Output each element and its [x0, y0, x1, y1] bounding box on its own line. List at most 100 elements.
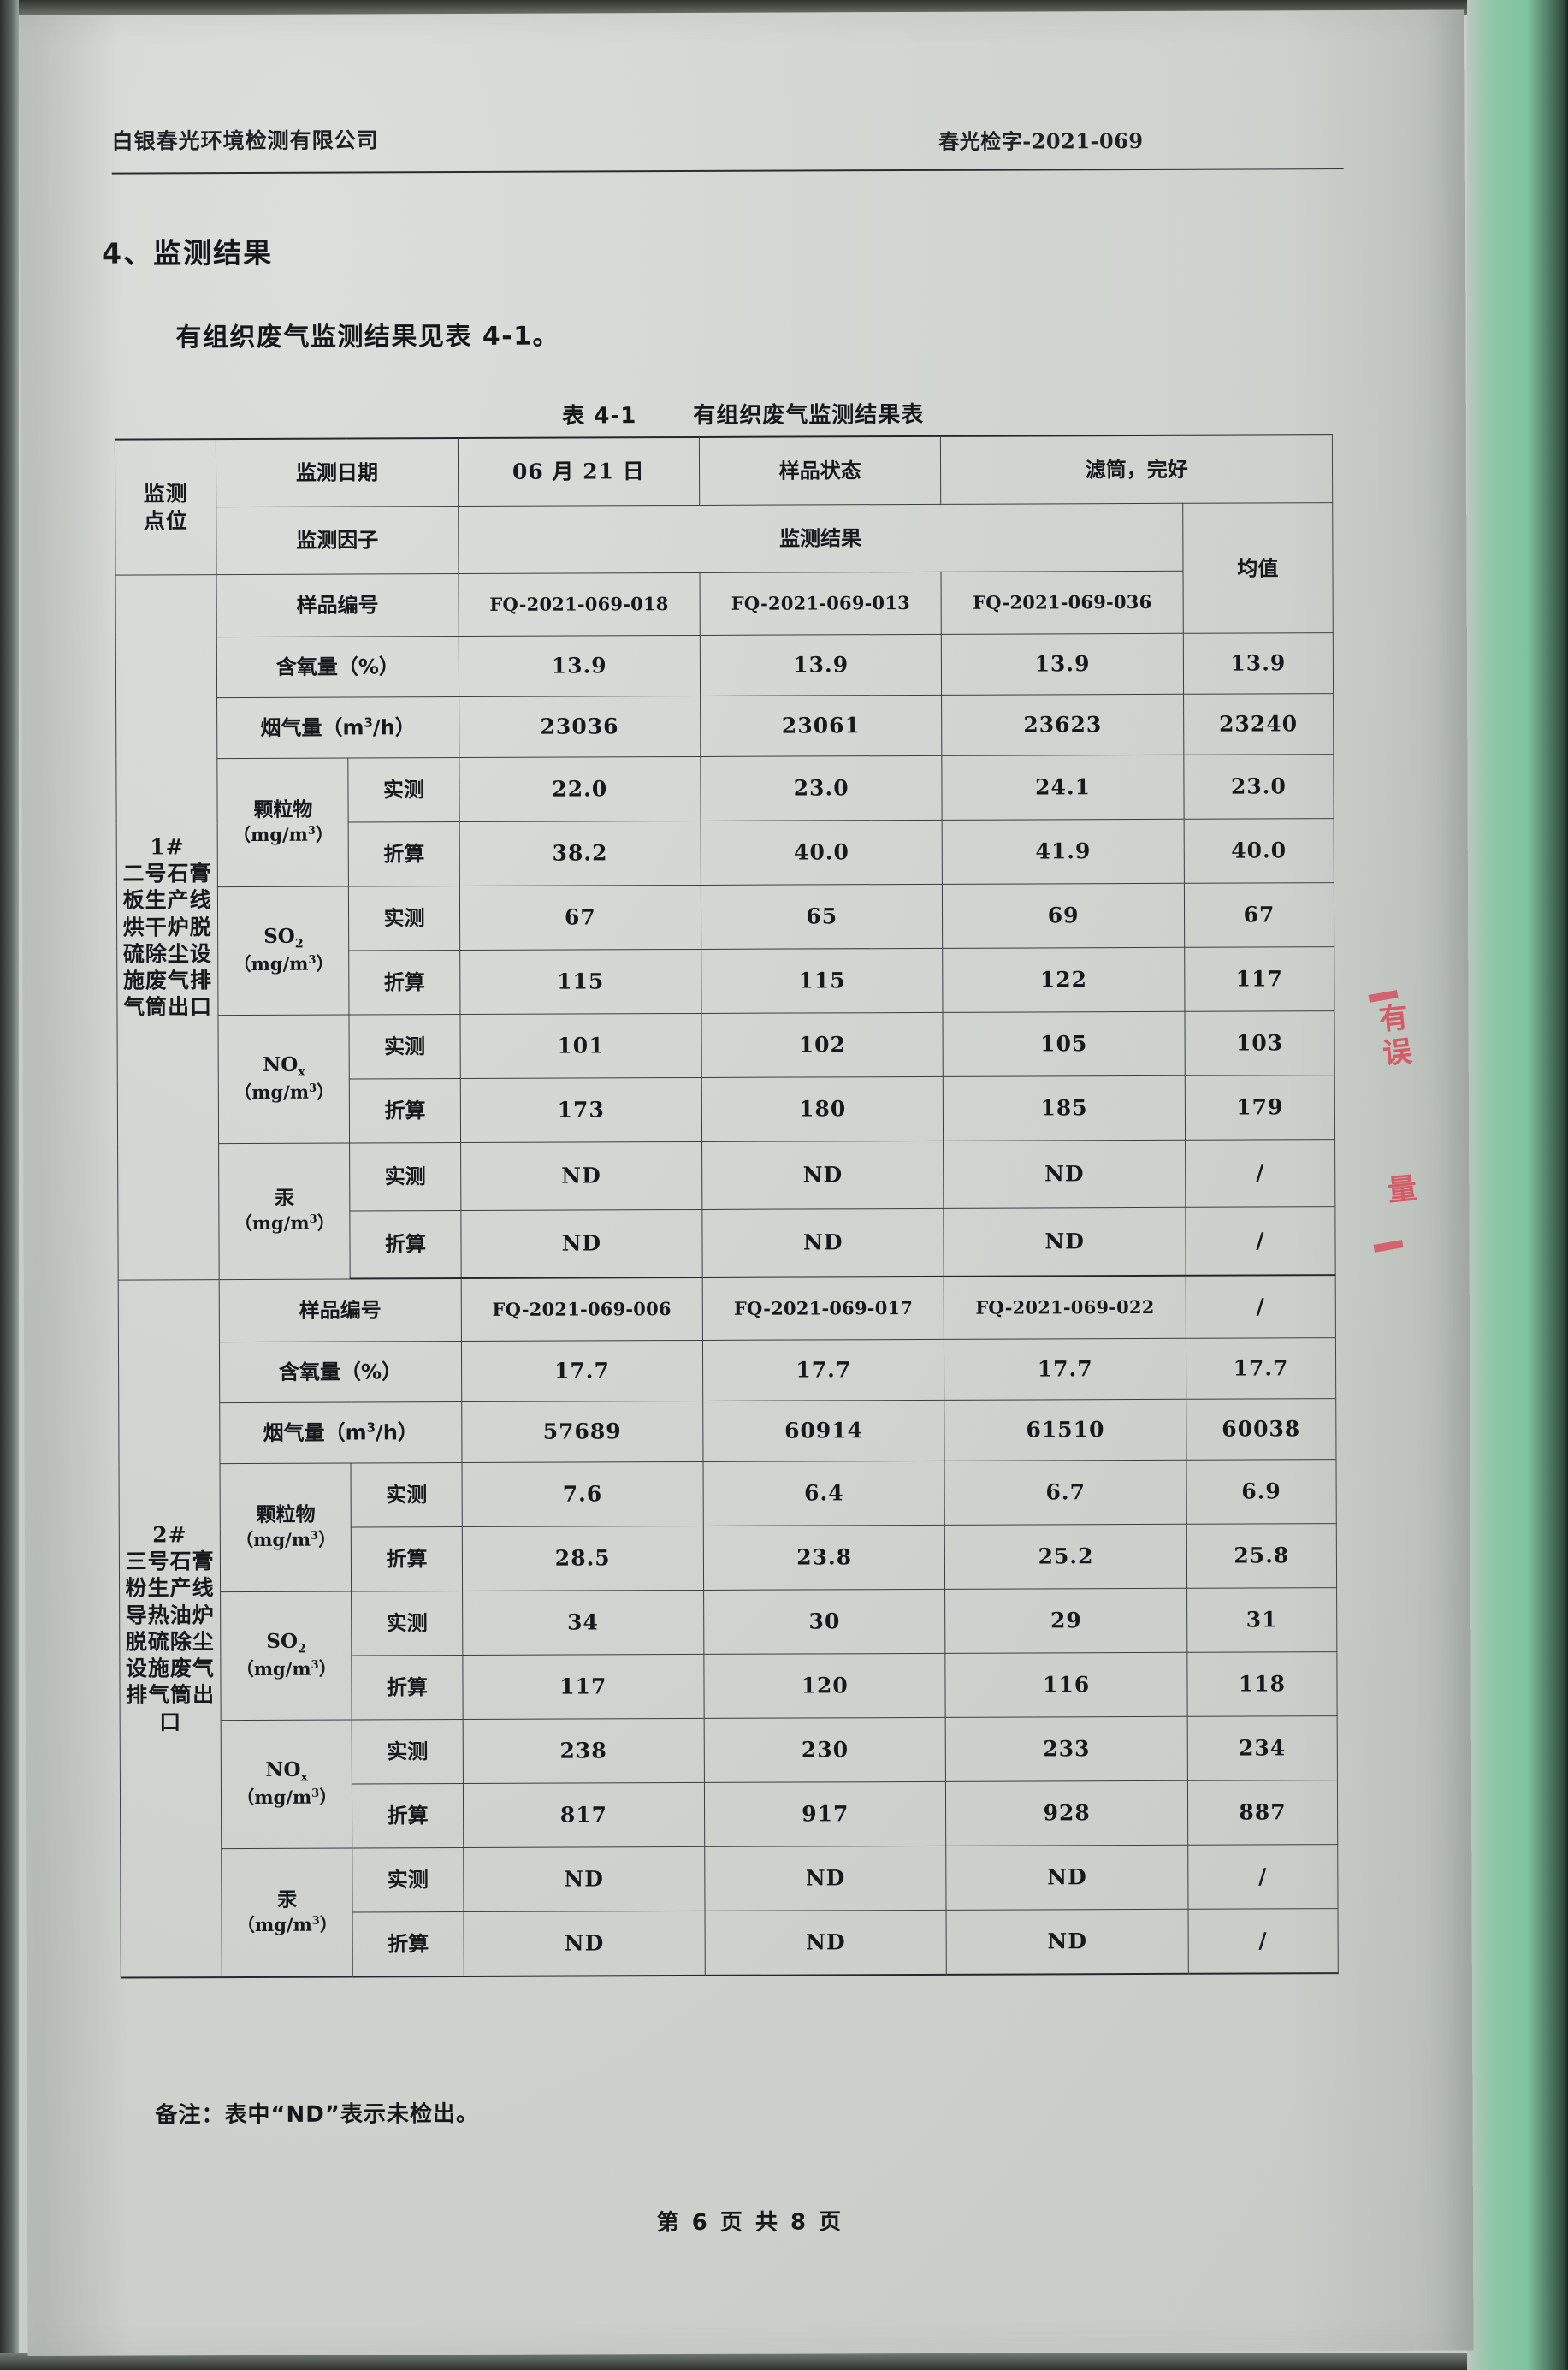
so2-measured-1-3: 69 [942, 883, 1185, 949]
header-state-label: 样品状态 [699, 435, 942, 506]
pm-converted-1-3: 41.9 [942, 819, 1185, 885]
hg-converted-2-3: ND [946, 1909, 1189, 1975]
flue-2-mean: 60038 [1186, 1398, 1336, 1461]
table-row: 颗粒物 （mg/m3） 实测 7.6 6.4 6.7 6.9 [119, 1459, 1337, 1592]
margin-annotation-1: 有误 [1371, 1001, 1414, 1073]
sample-no-1-1: FQ-2021-069-018 [458, 572, 701, 637]
sub-converted-nox-2: 折算 [352, 1783, 464, 1849]
point-cell-1: 1# 二号石膏板生产线烘干炉脱硫除尘设施废气排气筒出口 [115, 574, 220, 1280]
point-desc-1: 二号石膏板生产线烘干炉脱硫除尘设施废气排气筒出口 [122, 861, 213, 1020]
item-pm-1: 颗粒物 （mg/m3） [217, 758, 349, 887]
pm-converted-1-1: 38.2 [459, 821, 701, 886]
section-lead-text: 有组织废气监测结果见表 4-1。 [175, 321, 560, 353]
point-id-1: 1# [150, 834, 185, 860]
hg-converted-1-1: ND [460, 1209, 703, 1279]
flue-2-1: 57689 [461, 1401, 703, 1463]
sub-measured-so2-2: 实测 [352, 1591, 463, 1656]
sub-converted-so2-2: 折算 [352, 1655, 463, 1721]
table-row: NOx （mg/m3） 实测 101 102 105 103 [117, 1010, 1335, 1144]
hg-measured-2-2: ND [704, 1846, 947, 1911]
table-row: NOx （mg/m3） 实测 238 230 233 234 [120, 1715, 1338, 1849]
oxygen-1-mean: 13.9 [1183, 632, 1334, 695]
sub-measured-nox-2: 实测 [352, 1719, 464, 1785]
sample-no-2-2: FQ-2021-069-017 [702, 1276, 944, 1341]
pm-converted-2-3: 25.2 [944, 1524, 1187, 1590]
so2-converted-1-3: 122 [943, 947, 1185, 1013]
item-pm-2: 颗粒物 （mg/m3） [220, 1463, 352, 1592]
nox-measured-2-mean: 234 [1186, 1715, 1338, 1781]
so2-measured-1-2: 65 [701, 884, 944, 950]
sample-no-2-1: FQ-2021-069-006 [460, 1277, 703, 1342]
label-flue-1: 烟气量（m3/h） [216, 696, 459, 759]
so2-measured-1-1: 67 [459, 885, 701, 951]
item-pm-name-2: 颗粒物 [256, 1503, 316, 1526]
page-header: 白银春光环境检测有限公司 春光检字-2021-069 [111, 120, 1344, 175]
sub-converted-pm-1: 折算 [348, 821, 460, 887]
scan-edge-right-green [1467, 0, 1568, 2370]
pm-measured-1-mean: 23.0 [1183, 754, 1334, 820]
flue-1-mean: 23240 [1183, 693, 1334, 755]
results-table-wrapper: 监测 点位 监测日期 06 月 21 日 样品状态 滤筒，完好 监测因子 监测结… [115, 434, 1339, 1978]
oxygen-1-1: 13.9 [458, 635, 701, 697]
so2-converted-1-1: 115 [459, 949, 701, 1015]
sub-converted-pm-2: 折算 [351, 1526, 463, 1592]
item-hg-1: 汞 （mg/m3） [218, 1143, 351, 1280]
header-state-value: 滤筒，完好 [940, 435, 1333, 505]
sub-converted-so2-1: 折算 [349, 950, 460, 1016]
table-caption-number: 表 4-1 [562, 403, 637, 430]
so2-measured-2-1: 34 [462, 1590, 704, 1656]
table-row: 含氧量（%） 17.7 17.7 17.7 17.7 [118, 1337, 1336, 1403]
paper-sheet: 白银春光环境检测有限公司 春光检字-2021-069 4、监测结果 有组织废气监… [19, 9, 1474, 2356]
hg-measured-1-mean: / [1185, 1139, 1335, 1208]
so2-converted-2-3: 116 [945, 1652, 1187, 1718]
pm-converted-1-2: 40.0 [701, 820, 943, 886]
sub-converted-hg-1: 折算 [350, 1210, 461, 1279]
margin-annotation-2: 量 [1381, 1172, 1418, 1211]
table-row: 汞 （mg/m3） 实测 ND ND ND / [121, 1844, 1339, 1978]
table-row: 颗粒物 （mg/m3） 实测 22.0 23.0 24.1 23.0 [116, 754, 1334, 887]
sample-no-2-3: FQ-2021-069-022 [944, 1275, 1186, 1340]
table-header-row-date: 监测 点位 监测日期 06 月 21 日 样品状态 滤筒，完好 [115, 435, 1333, 576]
header-mean-label: 均值 [1182, 502, 1334, 634]
sub-measured-pm-1: 实测 [348, 757, 459, 823]
scan-edge-bottom [0, 2353, 1568, 2370]
nox-converted-2-2: 917 [704, 1781, 947, 1847]
nox-measured-2-3: 233 [945, 1716, 1188, 1782]
hg-converted-2-1: ND [463, 1911, 706, 1977]
table-row: 2# 三号石膏粉生产线导热油炉脱硫除尘设施废气排气筒出口 样品编号 FQ-202… [118, 1275, 1336, 1978]
table-row: 烟气量（m3/h） 23036 23061 23623 23240 [116, 693, 1334, 759]
sample-no-1-3: FQ-2021-069-036 [941, 571, 1184, 635]
nox-measured-1-1: 101 [459, 1013, 702, 1079]
company-name: 白银春光环境检测有限公司 [111, 127, 379, 154]
nox-converted-2-1: 817 [463, 1782, 705, 1848]
item-so2-2: SO2 （mg/m3） [220, 1591, 352, 1721]
nox-measured-2-1: 238 [462, 1718, 705, 1784]
nox-measured-2-2: 230 [704, 1717, 946, 1783]
results-table: 监测 点位 监测日期 06 月 21 日 样品状态 滤筒，完好 监测因子 监测结… [115, 434, 1339, 1978]
pm-measured-2-3: 6.7 [944, 1460, 1187, 1526]
report-number: 春光检字-2021-069 [938, 127, 1144, 154]
pm-measured-1-3: 24.1 [942, 755, 1184, 821]
item-pm-name-1: 颗粒物 [253, 798, 313, 821]
flue-1-2: 23061 [700, 695, 943, 757]
nox-measured-1-mean: 103 [1184, 1010, 1335, 1076]
pm-converted-1-mean: 40.0 [1183, 818, 1334, 884]
flue-2-3: 61510 [944, 1399, 1186, 1461]
point-col-label-2: 点位 [143, 507, 188, 533]
hg-converted-1-mean: / [1185, 1206, 1336, 1276]
sub-measured-hg-2: 实测 [352, 1847, 464, 1913]
table-row: 含氧量（%） 13.9 13.9 13.9 13.9 [115, 632, 1334, 698]
point-desc-2: 三号石膏粉生产线导热油炉脱硫除尘设施废气排气筒出口 [125, 1549, 216, 1734]
pm-converted-2-2: 23.8 [703, 1525, 945, 1591]
so2-converted-1-mean: 117 [1184, 946, 1334, 1012]
nox-converted-1-2: 180 [701, 1076, 944, 1142]
nox-converted-1-3: 185 [943, 1075, 1186, 1141]
nox-measured-1-3: 105 [943, 1011, 1186, 1077]
hg-measured-2-1: ND [463, 1846, 706, 1912]
pm-measured-1-1: 22.0 [459, 756, 701, 822]
so2-converted-1-2: 115 [701, 948, 944, 1014]
label-sample-no-2: 样品编号 [219, 1278, 462, 1342]
sub-converted-nox-1: 折算 [349, 1078, 461, 1144]
sub-measured-nox-1: 实测 [349, 1014, 460, 1080]
